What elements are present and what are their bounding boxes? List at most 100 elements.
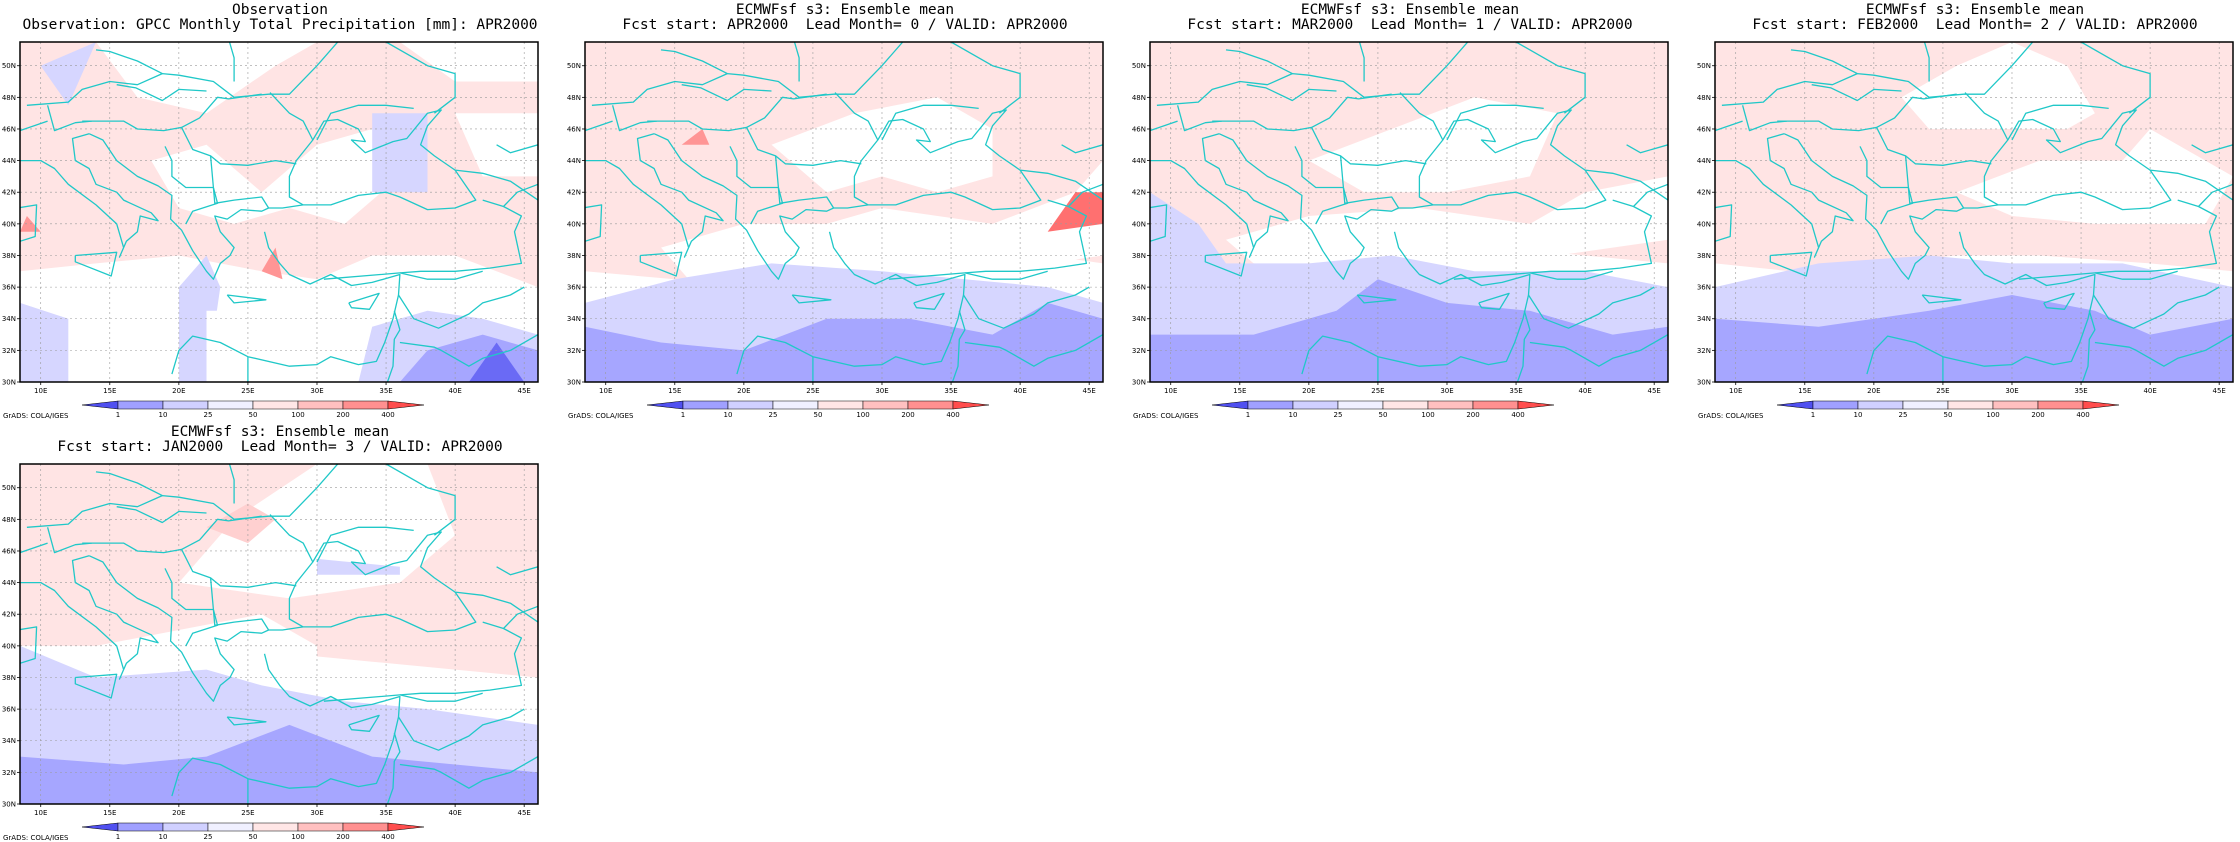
colorbar-label: 200 [2031,411,2044,419]
coastline [503,183,538,207]
lon-label: 10E [34,387,47,395]
coastline [455,169,538,201]
colorbar-under [1211,400,1249,410]
lat-label: 38N [1697,252,1711,260]
grads-credit: GrADS: COLA/IGES [1133,412,1199,420]
coastline [1921,294,1962,304]
colorbar-over [952,400,990,410]
colorbar-box [2037,400,2084,410]
map-frame [1149,41,1669,383]
coastline [323,621,523,702]
map-area [585,42,1103,382]
precip-shade [1715,295,2233,382]
coastline [316,526,414,563]
map-frame [584,41,1104,383]
lon-label: 15E [103,387,116,395]
lat-label: 42N [1132,189,1146,197]
lat-label: 40N [2,220,16,228]
lat-label: 34N [567,315,581,323]
colorbar-over [1517,400,1555,410]
colorbar-label: 25 [204,411,213,419]
colorbar-box [252,400,299,410]
precip-shade [372,113,428,193]
coastline [647,93,827,132]
coastline [46,527,92,554]
colorbar-box [162,400,209,410]
colorbar-label: 1 [116,411,120,419]
lon-label: 20E [172,387,185,395]
lat-label: 46N [1132,125,1146,133]
colorbar-label: 200 [901,411,914,419]
lat-label: 50N [1697,62,1711,70]
coastline [1453,199,1653,280]
coastline [775,155,862,166]
coastline [1150,120,1178,132]
coastline [1905,155,1992,166]
lat-label: 50N [567,62,581,70]
coastline [1907,187,1965,209]
coastline [74,251,118,277]
coastline [1358,42,1365,82]
coastline [1340,155,1427,166]
colorbar-label: 25 [1334,411,1343,419]
panel-title: Observation [231,2,329,18]
coastline [1626,144,1668,154]
lat-label: 30N [2,801,16,809]
map-panel-observation: Observation Observation: GPCC Monthly Tot… [0,0,560,420]
map-frame [1714,41,2234,383]
colorbar-under [646,400,684,410]
colorbar-label: 400 [381,411,394,419]
coastline [210,155,297,166]
map-frame [19,463,539,805]
lat-label: 32N [2,347,16,355]
coastline [181,127,215,188]
coastline [1150,204,1168,242]
lat-label: 42N [1697,189,1711,197]
coastline [2198,183,2233,207]
coastline [1478,292,1510,310]
coastline [1212,93,1392,132]
coastline [653,109,1042,280]
coastline [1061,144,1103,154]
coastline [210,577,297,588]
coastline [1923,42,1930,82]
colorbar-box [1992,400,2039,410]
colorbar-label: 400 [946,411,959,419]
coastline [171,653,401,797]
coastline [74,673,118,699]
coastline [1811,84,1902,102]
lon-label: 45E [518,387,531,395]
coastline [1399,92,1444,141]
lat-label: 32N [2,769,16,777]
lat-label: 48N [2,94,16,102]
lat-label: 34N [2,737,16,745]
coastline [2043,292,2075,310]
colorbar-label: 100 [856,411,869,419]
coastline [1516,310,1531,382]
lon-label: 15E [1798,387,1811,395]
coastline [496,144,538,154]
coastline [386,310,401,382]
coastline [226,294,267,304]
coastline [2092,286,2220,329]
lon-label: 20E [1867,387,1880,395]
lat-label: 46N [2,547,16,555]
lat-label: 50N [1132,62,1146,70]
coastline [399,334,538,367]
coastline [1585,169,1668,201]
lon-label: 45E [1083,387,1096,395]
lat-label: 32N [567,347,581,355]
map-svg: 30N 32N 34N 36N 38N 40N 42N 44N 46N 48N 50N 10E 15E 2… [1697,41,2234,419]
lat-label: 40N [1132,220,1146,228]
colorbar-label: 25 [1899,411,1908,419]
colorbar-box [297,400,344,410]
coastline [585,120,613,132]
coastline [1715,120,1743,132]
coastline [681,84,772,102]
lat-label: 46N [2,125,16,133]
coastline [1246,84,1337,102]
precip-shade [40,42,96,106]
lat-label: 36N [2,706,16,714]
lat-label: 42N [2,611,16,619]
coastline [1446,104,1544,141]
